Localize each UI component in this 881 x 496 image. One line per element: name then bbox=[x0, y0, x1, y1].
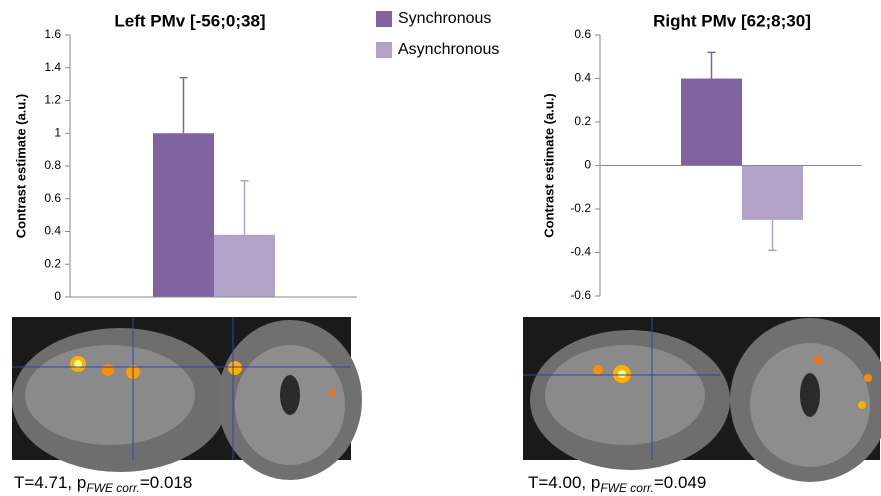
legend-swatch bbox=[376, 42, 392, 58]
y-tick-label: -0.6 bbox=[570, 288, 591, 302]
y-tick-label: 0.6 bbox=[574, 27, 591, 41]
stat-text: T=4.00, p bbox=[528, 473, 600, 492]
y-tick-label: 0 bbox=[584, 158, 591, 172]
y-tick-label: 1.2 bbox=[44, 93, 61, 107]
legend-label: Asynchronous bbox=[398, 41, 499, 58]
y-tick-label: 0.4 bbox=[574, 71, 591, 85]
stat-text: T=4.71, p bbox=[14, 473, 86, 492]
chart-title: Right PMv [62;8;30] bbox=[653, 11, 811, 30]
stat-annotation: T=4.00, pFWE corr.=0.049 bbox=[528, 473, 706, 495]
brain-image-right bbox=[523, 317, 881, 482]
stat-annotation: T=4.71, pFWE corr.=0.018 bbox=[14, 473, 192, 495]
y-tick-label: 0.6 bbox=[44, 191, 61, 205]
stat-value: =0.018 bbox=[140, 473, 192, 492]
bar bbox=[742, 166, 803, 220]
bar bbox=[153, 133, 214, 297]
y-axis-label: Contrast estimate (a.u.) bbox=[541, 93, 556, 237]
legend-swatch bbox=[376, 11, 392, 27]
y-axis-label: Contrast estimate (a.u.) bbox=[13, 94, 28, 238]
error-bar bbox=[180, 78, 188, 134]
stat-subscript: FWE corr. bbox=[86, 481, 140, 495]
y-tick-label: 1.6 bbox=[44, 27, 61, 41]
brain-image-left bbox=[12, 317, 362, 480]
bar bbox=[214, 235, 275, 297]
y-tick-label: 1 bbox=[54, 125, 61, 139]
y-tick-label: -0.2 bbox=[570, 201, 591, 215]
y-tick-label: 0.4 bbox=[44, 224, 61, 238]
y-tick-label: 0 bbox=[54, 289, 61, 303]
error-bar bbox=[708, 52, 716, 78]
y-tick-label: 0.2 bbox=[574, 114, 591, 128]
bar bbox=[681, 79, 742, 166]
figure: T=4.71, pFWE corr.=0.018 T=4.00, pFWE co… bbox=[0, 0, 881, 496]
stat-value: =0.049 bbox=[654, 473, 706, 492]
chart-title: Left PMv [-56;0;38] bbox=[114, 11, 265, 30]
legend-label: Synchronous bbox=[398, 10, 491, 27]
error-bar bbox=[769, 220, 777, 250]
y-tick-label: 0.2 bbox=[44, 256, 61, 270]
y-tick-label: 1.4 bbox=[44, 60, 61, 74]
y-tick-label: -0.4 bbox=[570, 245, 591, 259]
error-bar bbox=[241, 181, 249, 235]
stat-subscript: FWE corr. bbox=[600, 481, 654, 495]
y-tick-label: 0.8 bbox=[44, 158, 61, 172]
